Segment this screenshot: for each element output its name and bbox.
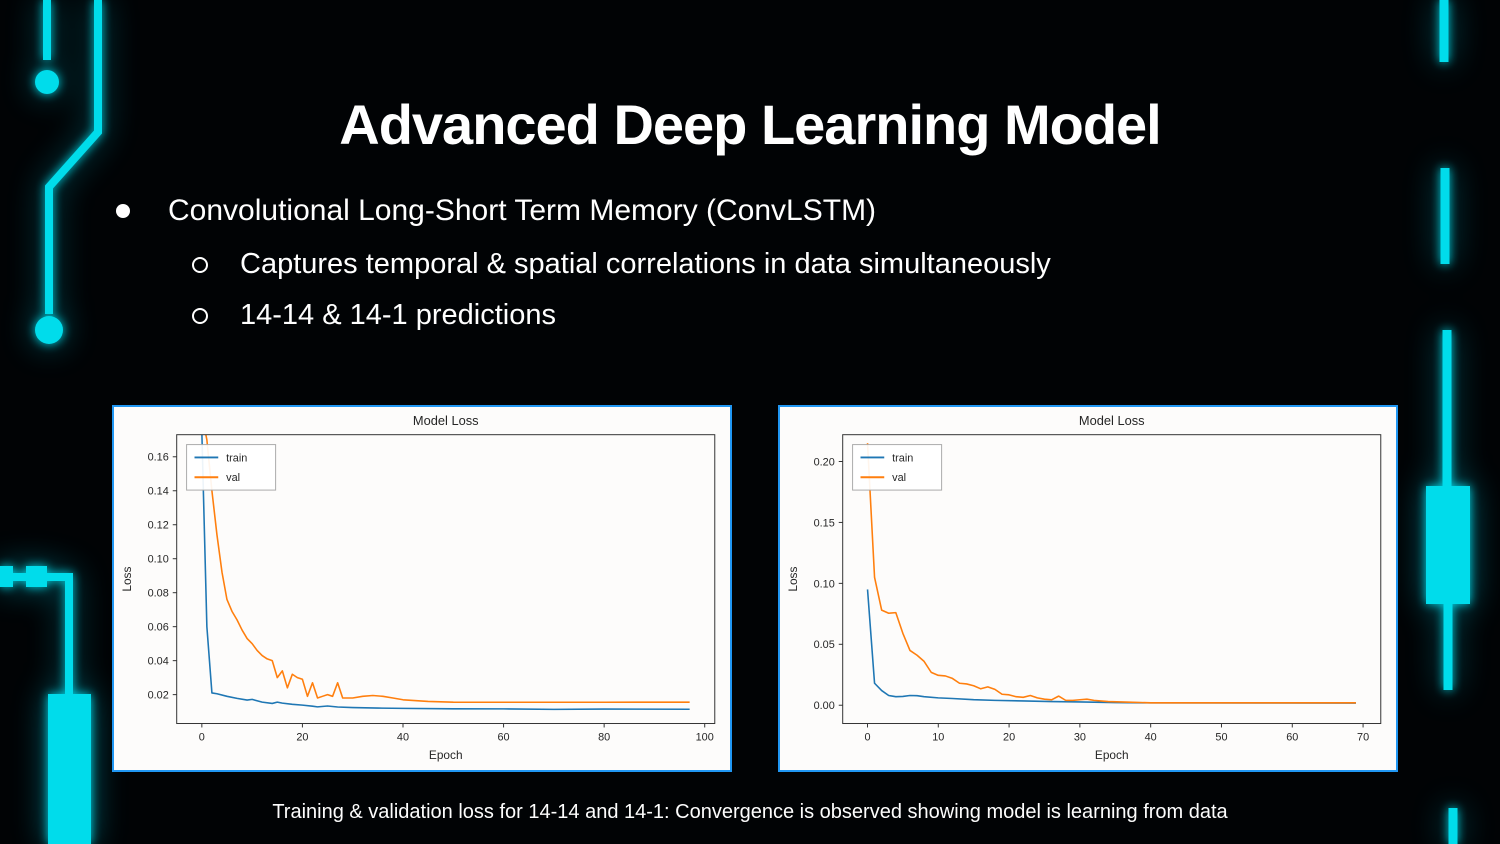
legend-label-val: val bbox=[226, 472, 240, 484]
x-tick-label: 60 bbox=[498, 731, 510, 743]
series-line-val bbox=[205, 434, 690, 704]
legend-label-train: train bbox=[226, 452, 247, 464]
x-tick-label: 50 bbox=[1215, 731, 1227, 743]
bullet-captures-label: Captures temporal & spatial correlations… bbox=[240, 248, 1051, 280]
bullet-open-icon bbox=[192, 256, 208, 273]
bullet-captures: Captures temporal & spatial correlations… bbox=[192, 248, 1051, 281]
bullet-predictions: 14-14 & 14-1 predictions bbox=[192, 299, 556, 332]
chart-title: Model Loss bbox=[1079, 413, 1145, 428]
y-tick-label: 0.10 bbox=[814, 578, 835, 590]
y-tick-label: 0.12 bbox=[148, 520, 169, 532]
bullet-predictions-label: 14-14 & 14-1 predictions bbox=[240, 299, 556, 331]
x-tick-label: 40 bbox=[1145, 731, 1157, 743]
legend-label-train: train bbox=[892, 452, 913, 464]
series-line-train bbox=[201, 434, 690, 711]
y-tick-label: 0.00 bbox=[814, 700, 835, 712]
chart-title: Model Loss bbox=[413, 413, 479, 428]
bullet-convlstm-label: Convolutional Long-Short Term Memory (Co… bbox=[168, 194, 877, 227]
y-tick-label: 0.15 bbox=[814, 517, 835, 529]
x-tick-label: 80 bbox=[598, 731, 610, 743]
chart-legend: train val bbox=[186, 444, 277, 491]
loss-chart-14-1: Model Loss Loss Epoch 0 10 20 30 40 50 60 70 0.00 0.… bbox=[778, 405, 1398, 772]
y-tick-label: 0.06 bbox=[148, 622, 169, 634]
x-tick-label: 0 bbox=[864, 731, 870, 743]
y-tick-label: 0.20 bbox=[814, 456, 835, 468]
bullet-open-icon bbox=[192, 307, 208, 324]
page-title: Advanced Deep Learning Model bbox=[339, 93, 1162, 156]
y-tick-label: 0.10 bbox=[148, 554, 169, 566]
chart-svg-loss-14-1: Model Loss Loss Epoch 0 10 20 30 40 50 60 70 0.00 0.… bbox=[781, 407, 1395, 770]
x-tick-label: 30 bbox=[1074, 731, 1086, 743]
y-tick-label: 0.02 bbox=[148, 690, 169, 702]
chart-svg-loss-14-14: Model Loss Loss Epoch 0 20 40 60 80 100 0.02 0.04 0… bbox=[115, 407, 729, 770]
bullet-filled-icon bbox=[116, 204, 130, 218]
loss-chart-14-14: Model Loss Loss Epoch 0 20 40 60 80 100 0.02 0.04 0… bbox=[112, 405, 732, 772]
x-axis-label: Epoch bbox=[1095, 748, 1129, 762]
figure-caption: Training & validation loss for 14-14 and… bbox=[272, 801, 1228, 823]
x-tick-label: 20 bbox=[1003, 731, 1015, 743]
chart-legend: train val bbox=[852, 444, 943, 491]
y-axis-label: Loss bbox=[120, 567, 134, 592]
x-tick-label: 40 bbox=[397, 731, 409, 743]
x-tick-label: 10 bbox=[932, 731, 944, 743]
x-tick-label: 100 bbox=[696, 731, 714, 743]
legend-label-val: val bbox=[892, 472, 906, 484]
bullet-convlstm: Convolutional Long-Short Term Memory (Co… bbox=[116, 194, 876, 228]
y-tick-label: 0.05 bbox=[814, 639, 835, 651]
y-tick-label: 0.16 bbox=[148, 452, 169, 464]
x-tick-label: 70 bbox=[1357, 731, 1369, 743]
y-tick-label: 0.04 bbox=[148, 656, 169, 668]
series-line-train bbox=[866, 589, 1356, 704]
x-axis-label: Epoch bbox=[429, 748, 463, 762]
series-line-val bbox=[866, 443, 1356, 704]
x-tick-label: 60 bbox=[1286, 731, 1298, 743]
x-tick-label: 20 bbox=[296, 731, 308, 743]
y-tick-label: 0.14 bbox=[148, 486, 169, 498]
y-axis-label: Loss bbox=[786, 567, 800, 592]
y-tick-label: 0.08 bbox=[148, 588, 169, 600]
x-tick-label: 0 bbox=[199, 731, 205, 743]
